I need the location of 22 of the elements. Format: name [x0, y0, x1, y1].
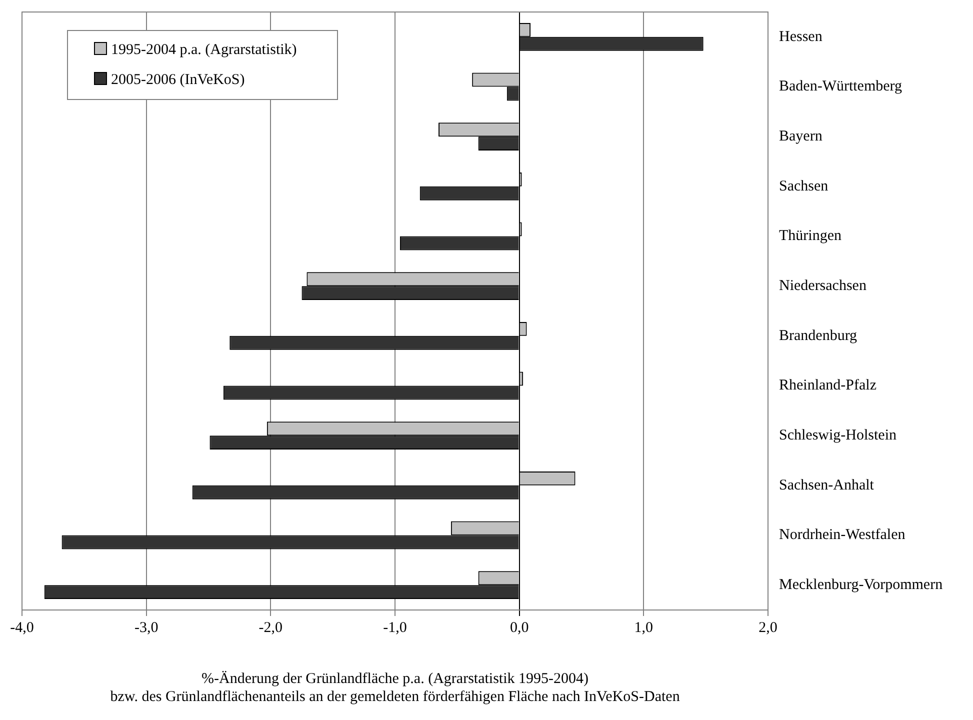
x-axis-title: %-Änderung der Grünlandfläche p.a. (Agrarstatistik 1995-2004) bzw. des Grünlandflächenanteils an der gemeldeten förderfähigen Fläche nach InVeKoS-Daten — [110, 670, 680, 705]
y-tick-label: Baden-Württemberg — [779, 78, 903, 95]
y-tick-label: Thüringen — [779, 228, 842, 244]
x-tick-label: -3,0 — [134, 620, 158, 636]
x-tick-label: -2,0 — [258, 620, 283, 636]
x-tick-label: 0,0 — [510, 620, 529, 636]
y-tick-label: Sachsen-Anhalt — [779, 477, 875, 494]
x-tick-label: 2,0 — [758, 620, 778, 636]
y-tick-label: Rheinland-Pfalz — [779, 378, 877, 394]
y-tick-label: Mecklenburg-Vorpommern — [779, 577, 944, 594]
legend-label: 1995-2004 p.a. (Agrarstatistik) — [110, 41, 297, 60]
y-tick-label: Nordrhein-Westfalen — [779, 527, 906, 544]
x-tick-label: 1,0 — [634, 620, 654, 636]
y-tick-label: Schleswig-Holstein — [779, 428, 897, 444]
x-tick-label: -1,0 — [383, 620, 407, 636]
y-tick-label: Bayern — [779, 128, 823, 145]
legend-label: 2005-2006 (InVeKoS) — [110, 71, 246, 90]
y-tick-label: Sachsen — [779, 178, 829, 194]
y-tick-label: Brandenburg — [779, 328, 858, 344]
x-tick-label: -4,0 — [10, 620, 34, 636]
y-tick-label: Hessen — [779, 28, 823, 45]
y-tick-label: Niedersachsen — [779, 278, 867, 294]
